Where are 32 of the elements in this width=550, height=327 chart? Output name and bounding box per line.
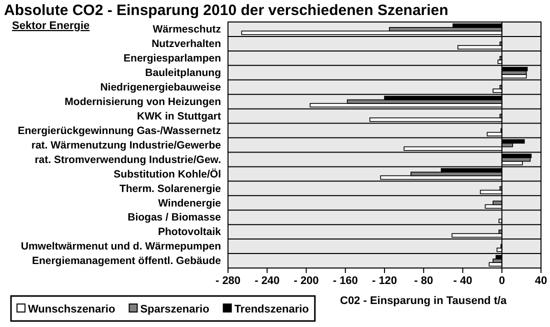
x-tick-label: 0	[498, 274, 505, 287]
legend-label: Sparszenario	[140, 304, 210, 316]
y-tick-label: Energiesparlampen	[124, 52, 221, 65]
chart-title: Absolute CO2 - Einsparung 2010 der verschiedenen Szenarien	[4, 2, 448, 19]
y-tick-label: Energierückgewinnung Gas-/Wassernetz	[18, 124, 221, 137]
y-tick-label: Modernisierung von Heizungen	[64, 96, 221, 108]
y-tick-label: Biogas / Biomasse	[128, 212, 222, 224]
y-tick-label: KWK in Stuttgart	[137, 110, 222, 122]
x-tick-label: - 40	[453, 274, 472, 287]
x-tick-label: - 200	[294, 274, 319, 287]
y-tick-label: rat. Stromverwendung Industrie/Gew.	[34, 154, 222, 166]
legend-label: Wunschszenario	[28, 304, 116, 316]
x-tick-label: - 120	[372, 274, 398, 287]
y-tick-label: Energiemanagement öffentl. Gebäude	[32, 255, 222, 268]
y-tick-label: Photovoltaik	[158, 226, 222, 238]
x-tick-label: - 160	[332, 274, 358, 287]
y-tick-label: Nutzverhalten	[152, 38, 221, 50]
y-tick-label: Bauleitplanung	[145, 67, 221, 80]
x-tick-label: - 80	[414, 274, 434, 287]
y-tick-label: rat. Wärmenutzung Industrie/Gewerbe	[31, 139, 222, 152]
text: Sektor Energie	[12, 20, 90, 32]
y-tick-label: Windenergie	[158, 197, 222, 210]
y-tick-label: Therm. Solarenergie	[119, 182, 222, 195]
x-tick-label: 40	[534, 274, 548, 287]
y-tick-label: Niedrigenergiebauweise	[100, 81, 222, 94]
legend-label: Trendszenario	[234, 304, 310, 316]
y-tick-label: Umweltwärmenut und d. Wärmepumpen	[20, 240, 221, 253]
y-tick-label: Wärmeschutz	[152, 24, 221, 36]
y-tick-label: Substitution Kohle/Öl	[114, 168, 222, 180]
x-axis-title: C02 - Einsparung in Tausend t/a	[340, 295, 508, 307]
x-tick-label: - 280	[215, 274, 241, 287]
x-tick-label: - 240	[254, 274, 280, 287]
